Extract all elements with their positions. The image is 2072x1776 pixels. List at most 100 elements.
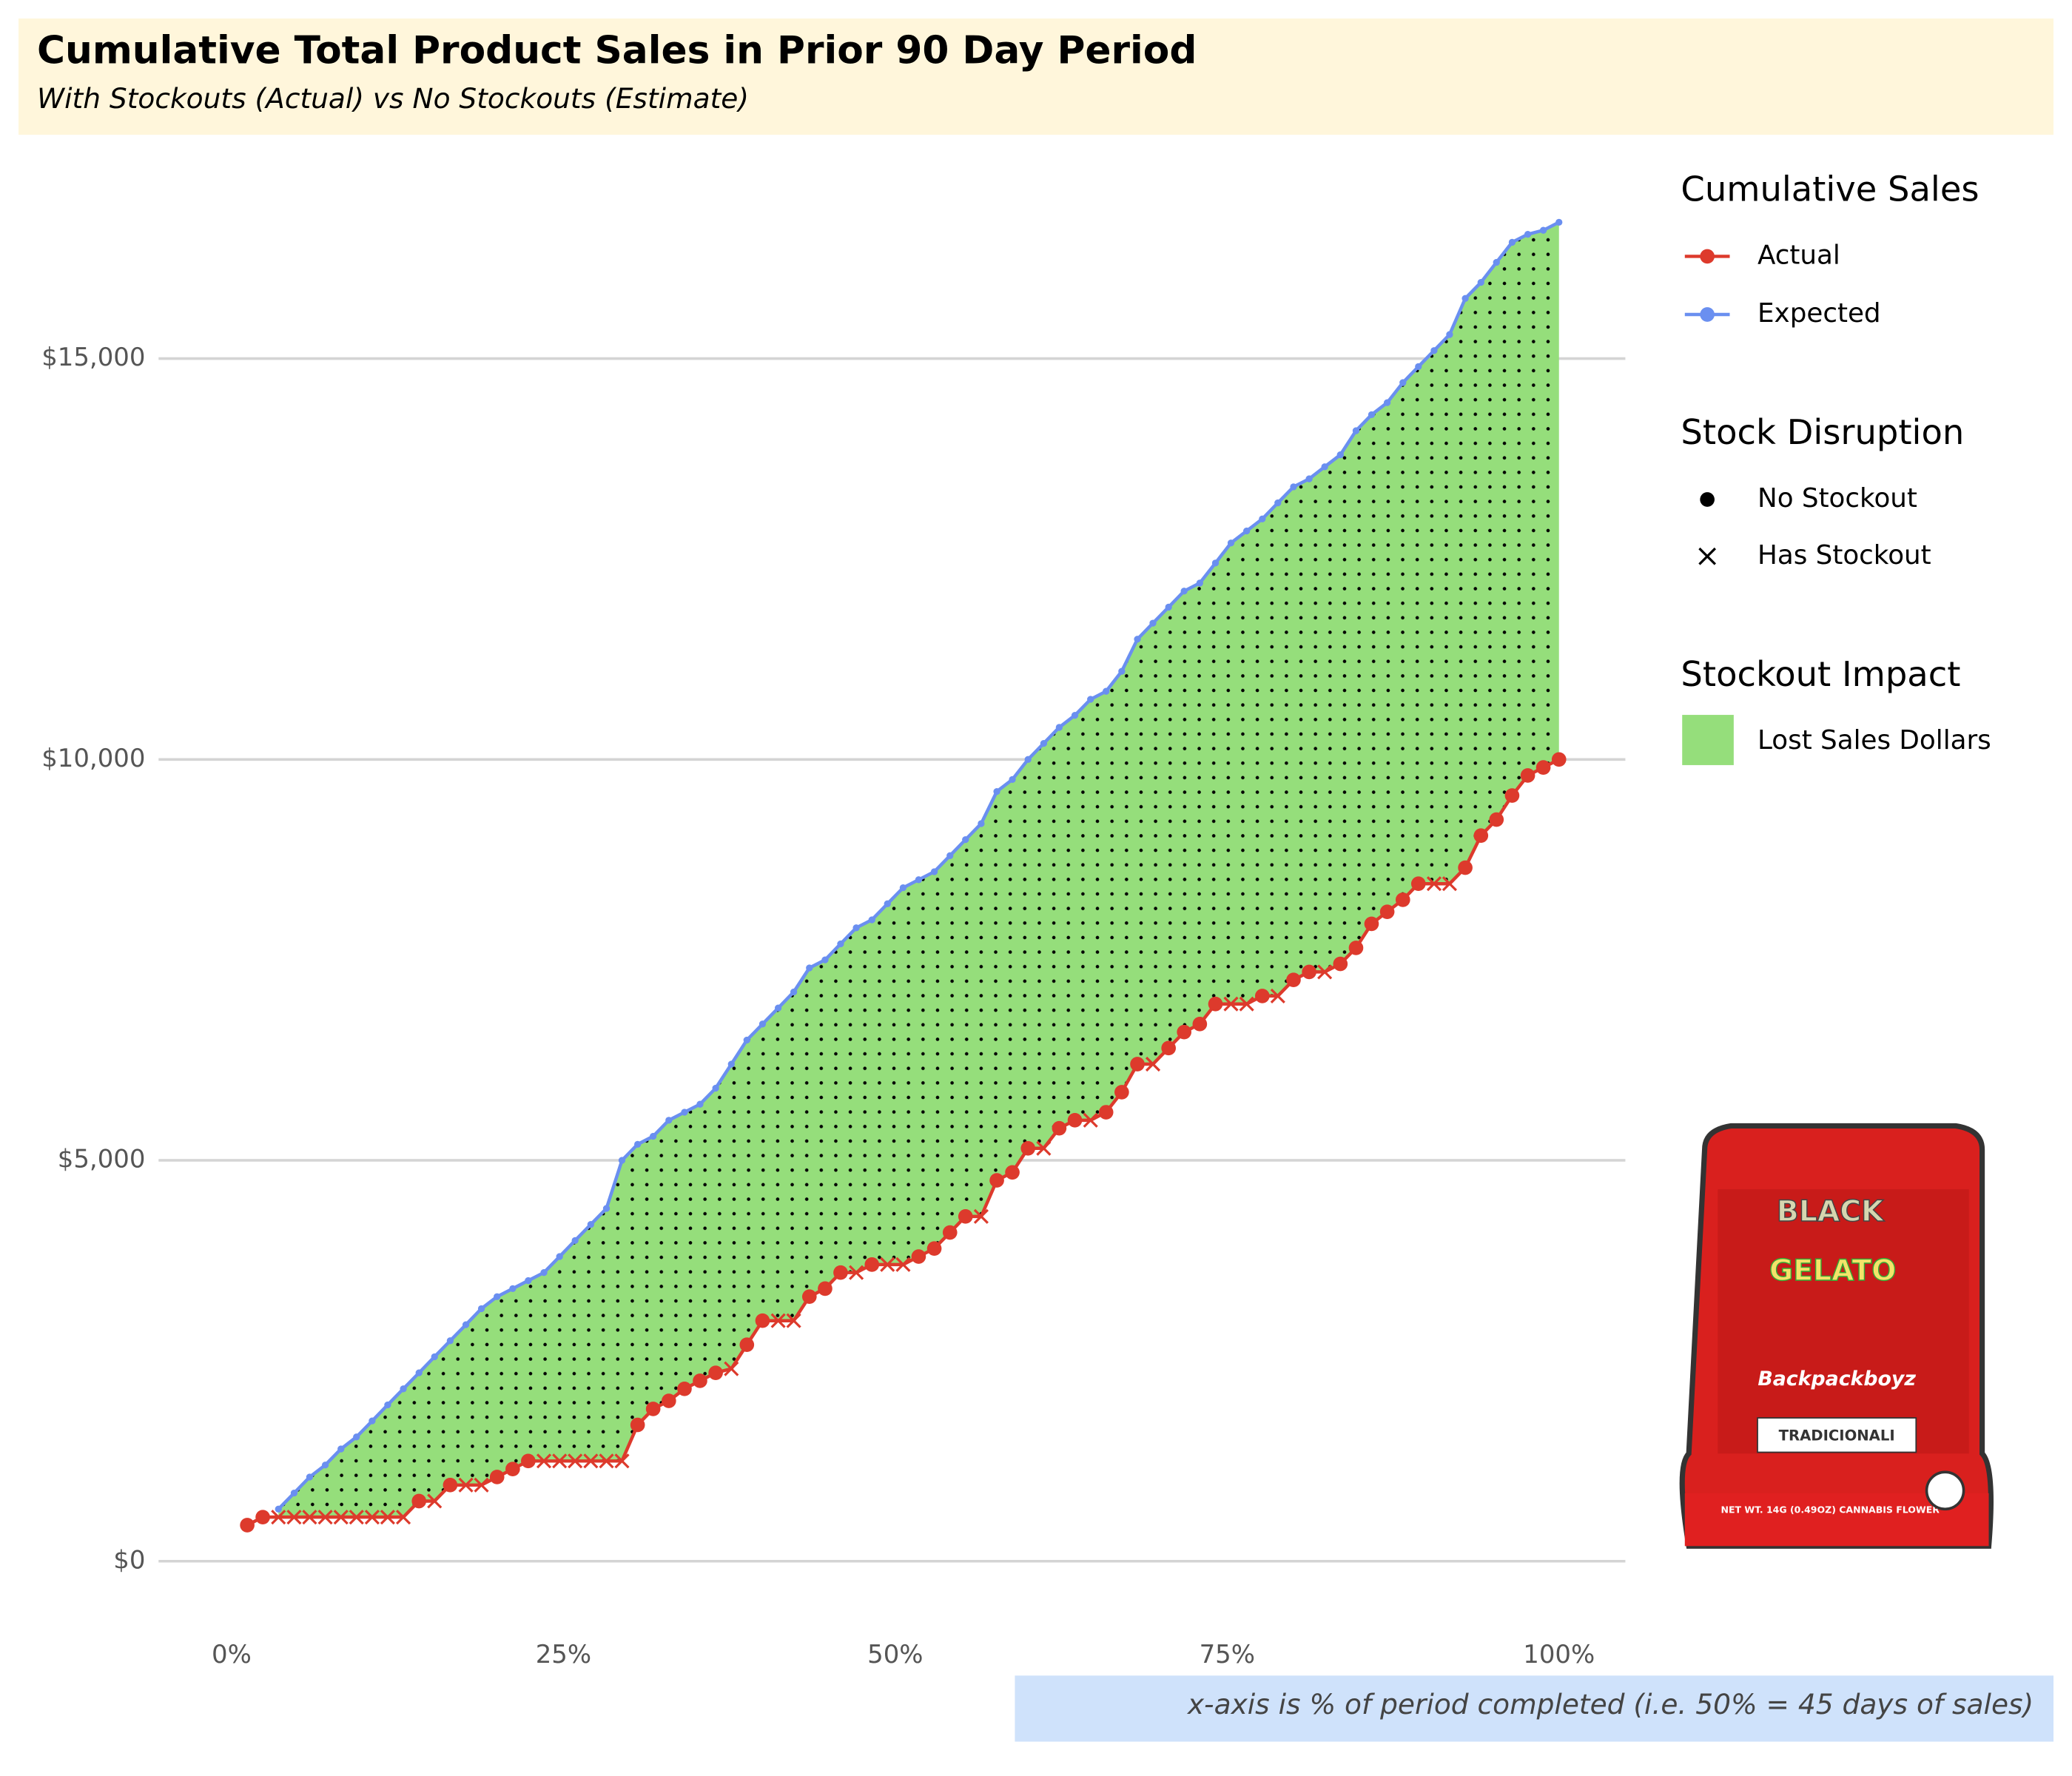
actual-point: [1192, 1017, 1208, 1032]
product-text: TRADICIONALI: [1779, 1427, 1895, 1444]
stockout-point: [1442, 876, 1457, 892]
stockout-point: [286, 1510, 302, 1525]
actual-point: [1177, 1024, 1191, 1040]
expected-point: [1539, 226, 1547, 234]
actual-point: [1333, 956, 1348, 972]
actual-point: [411, 1493, 427, 1509]
actual-point: [989, 1173, 1004, 1188]
expected-point: [993, 787, 1000, 796]
stockout-point: [724, 1361, 739, 1376]
stockout-point: [333, 1510, 349, 1525]
expected-point: [790, 988, 798, 996]
expected-point: [712, 1084, 719, 1092]
expected-point: [821, 956, 829, 963]
stockout-point: [880, 1257, 895, 1272]
actual-point: [708, 1365, 723, 1380]
expected-point: [1180, 588, 1188, 595]
expected-point: [1383, 399, 1391, 406]
expected-point: [415, 1369, 423, 1376]
expected-point: [774, 1004, 782, 1012]
legend: Cumulative Sales Actual Expected Stock Disr…: [1681, 169, 1991, 765]
expected-point: [321, 1462, 329, 1469]
actual-point: [1379, 904, 1395, 919]
expected-point: [1508, 238, 1516, 246]
caption: x-axis is % of period completed (i.e. 50…: [1187, 1688, 2034, 1720]
expected-point: [1493, 258, 1500, 266]
legend-title: Stockout Impact: [1681, 654, 1960, 694]
stockout-point: [395, 1510, 411, 1525]
actual-point: [1410, 876, 1426, 892]
expected-point: [727, 1060, 735, 1068]
expected-point: [369, 1417, 376, 1424]
actual-point: [443, 1478, 458, 1493]
stockout-point: [770, 1313, 786, 1328]
legend-dot: [1700, 307, 1715, 322]
expected-point: [1524, 230, 1532, 238]
actual-point: [1114, 1085, 1129, 1100]
expected-point: [462, 1321, 470, 1328]
y-tick-label: $10,000: [41, 744, 145, 773]
expected-point: [587, 1221, 594, 1228]
expected-point: [665, 1117, 673, 1124]
chart-subtitle: With Stockouts (Actual) vs No Stockouts …: [37, 82, 749, 115]
expected-point: [650, 1132, 657, 1140]
expected-point: [400, 1385, 407, 1393]
actual-point: [801, 1289, 817, 1305]
actual-point: [661, 1393, 676, 1408]
expected-point: [899, 884, 907, 892]
actual-point: [1302, 964, 1316, 980]
actual-point: [755, 1313, 770, 1328]
y-tick-label: $0: [113, 1545, 145, 1574]
actual-point: [1098, 1105, 1114, 1120]
expected-point: [556, 1253, 563, 1260]
expected-point: [431, 1353, 438, 1361]
expected-point: [1462, 295, 1469, 302]
stockout-point: [568, 1453, 583, 1469]
stockout-point: [1036, 1140, 1052, 1156]
stockout-point: [474, 1477, 489, 1493]
expected-point: [806, 964, 813, 972]
actual-point: [1364, 916, 1379, 932]
stockout-point: [1426, 876, 1442, 892]
expected-point: [978, 820, 985, 827]
product-text: GELATO: [1769, 1254, 1897, 1288]
stockout-point: [1239, 996, 1254, 1012]
stockout-point: [302, 1510, 317, 1525]
x-tick-label: 75%: [1200, 1640, 1255, 1669]
y-tick-label: $15,000: [41, 343, 145, 371]
legend-dot: [1700, 492, 1715, 507]
legend-dot: [1700, 249, 1715, 264]
expected-point: [681, 1109, 688, 1116]
expected-point: [540, 1269, 548, 1276]
x-tick-label: 0%: [212, 1640, 252, 1669]
expected-point: [477, 1305, 485, 1313]
header-band: [18, 18, 2054, 135]
actual-point: [1208, 996, 1223, 1012]
actual-point: [1067, 1113, 1083, 1128]
expected-point: [1274, 499, 1282, 507]
actual-point: [1005, 1165, 1020, 1180]
expected-point: [1118, 667, 1126, 675]
actual-point: [521, 1453, 536, 1469]
actual-point: [1458, 860, 1473, 875]
actual-point: [1348, 941, 1364, 955]
actual-point: [505, 1462, 520, 1476]
expected-point: [1305, 475, 1313, 482]
actual-point: [1473, 828, 1489, 844]
expected-point: [337, 1445, 345, 1453]
expected-point: [1196, 579, 1203, 587]
expected-point: [525, 1276, 532, 1285]
expected-point: [290, 1490, 298, 1497]
actual-point: [1020, 1140, 1036, 1156]
actual-point: [1536, 760, 1551, 775]
stockout-point: [1317, 964, 1333, 980]
y-tick-label: $5,000: [58, 1145, 146, 1174]
actual-point: [677, 1381, 692, 1396]
stockout-point: [427, 1493, 443, 1509]
expected-point: [1165, 603, 1172, 611]
expected-point: [884, 900, 891, 907]
expected-point: [306, 1473, 314, 1481]
expected-point: [1211, 559, 1220, 567]
actual-point: [739, 1337, 755, 1353]
